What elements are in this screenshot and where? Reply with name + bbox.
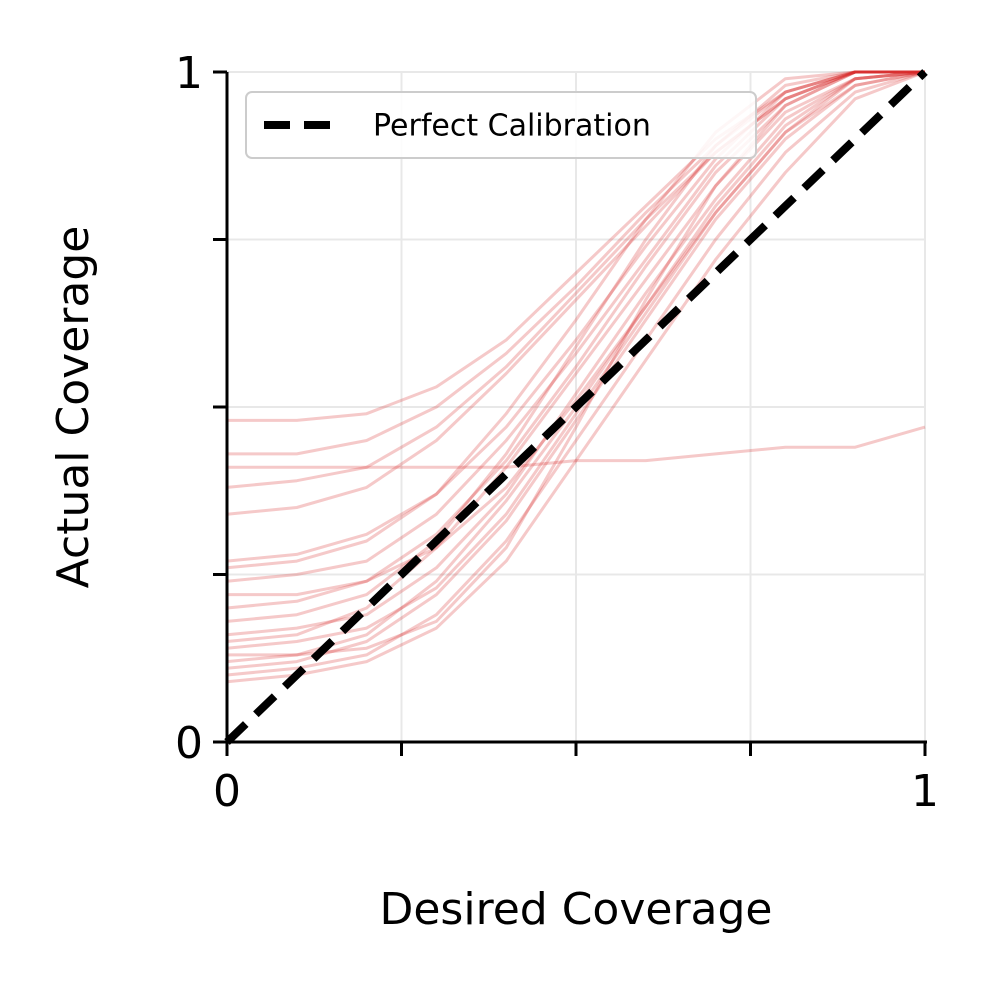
- x-axis-title: Desired Coverage: [379, 884, 772, 935]
- series-line: [226, 70, 925, 516]
- series-line: [226, 70, 925, 623]
- series-line: [226, 70, 926, 677]
- series-line: [226, 70, 926, 650]
- series-line: [226, 70, 925, 489]
- series-line: [227, 425, 926, 469]
- series-line: [226, 70, 926, 643]
- series-line: [226, 70, 926, 684]
- x-tick-label: 0: [213, 766, 241, 817]
- legend: Perfect Calibration: [245, 91, 757, 159]
- legend-label: Perfect Calibration: [373, 109, 651, 144]
- legend-box: [245, 91, 757, 159]
- y-axis-title: Actual Coverage: [48, 226, 99, 589]
- y-tick-label: 0: [175, 718, 203, 769]
- y-tick-label: 1: [175, 48, 203, 99]
- x-tick-label: 1: [911, 766, 939, 817]
- series-line: [227, 70, 925, 422]
- series-line: [227, 70, 926, 597]
- series-line: [226, 70, 926, 670]
- series-line: [226, 70, 925, 570]
- reference-line: [224, 69, 928, 745]
- series-line: [227, 70, 925, 657]
- series-line: [226, 70, 925, 583]
- series-line: [226, 70, 925, 610]
- series-line: [226, 70, 926, 637]
- series-line: [226, 70, 925, 563]
- series-line: [227, 70, 925, 456]
